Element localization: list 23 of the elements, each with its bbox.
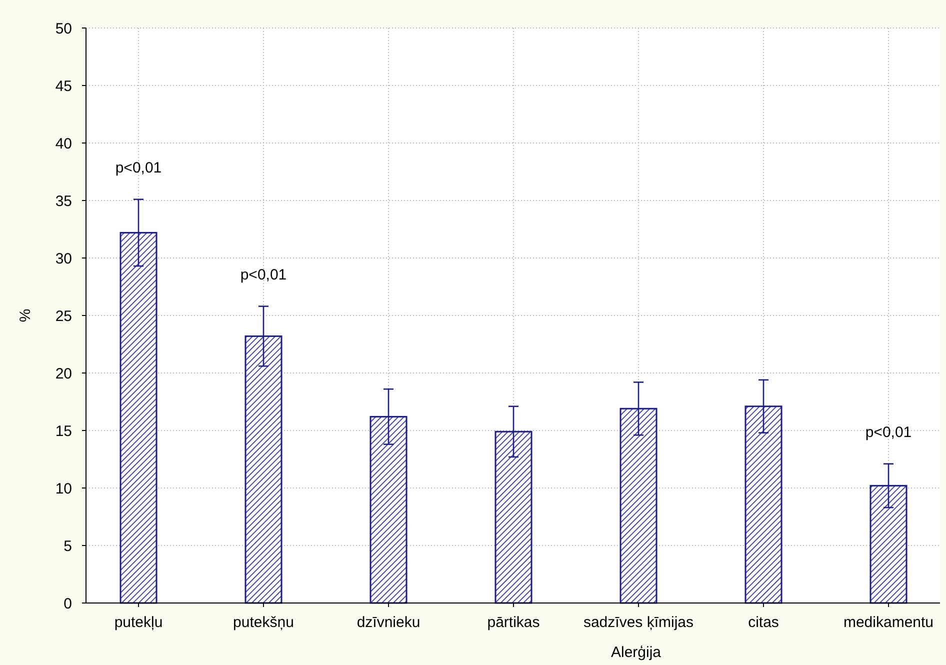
y-tick-label: 30: [55, 250, 72, 268]
annotation: p<0,01: [240, 266, 287, 284]
y-tick-label: 45: [55, 78, 72, 95]
y-tick-label: 0: [64, 595, 72, 612]
y-tick-label: 35: [55, 192, 72, 210]
annotation: p<0,01: [115, 160, 162, 177]
annotation: p<0,01: [865, 424, 912, 442]
x-axis-title: Alerģija: [610, 644, 662, 661]
x-tick-label: putekļu: [114, 614, 163, 631]
x-tick-label: putekšņu: [233, 614, 294, 631]
y-tick-label: 10: [55, 480, 72, 498]
y-axis-title: %: [17, 308, 34, 322]
y-tick-label: 40: [55, 135, 72, 152]
x-tick-label: dzīvnieku: [356, 614, 420, 631]
x-tick-label: sadzīves ķīmijas: [583, 614, 694, 631]
y-tick-label: 50: [55, 20, 72, 38]
y-tick-label: 25: [55, 308, 72, 325]
y-tick-label: 5: [64, 538, 72, 555]
x-tick-label: citas: [748, 614, 779, 631]
x-tick-label: medikamentu: [843, 614, 934, 631]
y-tick-label: 15: [55, 422, 72, 440]
y-tick-label: 20: [55, 365, 72, 382]
x-tick-label: pārtikas: [487, 614, 540, 631]
